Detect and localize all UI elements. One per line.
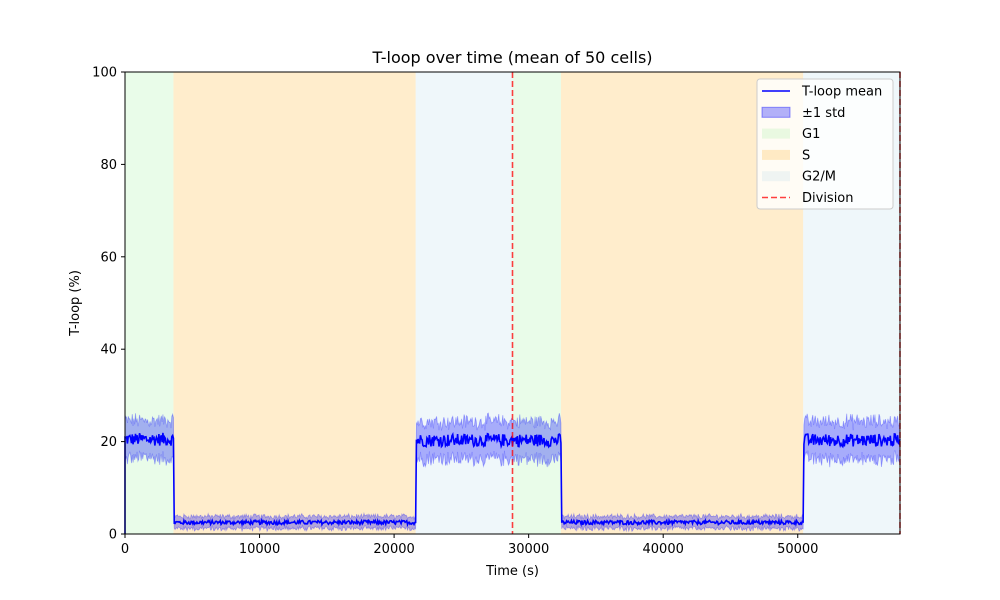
- x-tick-label: 50000: [777, 542, 818, 557]
- legend-swatch-g1: [762, 128, 790, 139]
- chart-title: T-loop over time (mean of 50 cells): [371, 48, 652, 67]
- y-tick-label: 0: [109, 528, 117, 543]
- legend-label-division: Division: [802, 191, 854, 206]
- phase-band-s-1: [173, 72, 416, 534]
- legend-swatch-s: [762, 149, 790, 160]
- legend-label-g2-m: G2/M: [802, 170, 836, 185]
- y-tick-label: 20: [100, 435, 117, 450]
- legend-swatch-g2-m: [762, 171, 790, 182]
- legend-label-g1: G1: [802, 127, 820, 142]
- plot-frame: [124, 71, 901, 535]
- legend-box: [756, 78, 894, 210]
- x-axis: 0 10000 20000 30000 40000 50000: [121, 534, 818, 557]
- legend-label-t-loop-mean: T-loop mean: [801, 85, 882, 100]
- legend-swatch-1-std: [761, 106, 791, 118]
- phase-bands: [125, 72, 900, 534]
- y-tick-label: 60: [100, 250, 117, 265]
- y-tick-label: 40: [100, 343, 117, 358]
- x-tick-label: 30000: [508, 542, 549, 557]
- legend-label-s: S: [802, 148, 810, 163]
- x-tick-label: 0: [121, 542, 129, 557]
- phase-band-g2m-2: [415, 72, 513, 534]
- phase-band-g1-0: [125, 72, 174, 534]
- x-tick-label: 10000: [239, 542, 280, 557]
- legend-label-1-std: ±1 std: [802, 106, 845, 121]
- x-tick-label: 20000: [373, 542, 414, 557]
- legend: T-loop mean ±1 std G1 S G2/M Division: [756, 78, 894, 210]
- phase-band-g1-3: [512, 72, 561, 534]
- y-tick-label: 80: [100, 158, 117, 173]
- y-axis-label: T-loop (%): [68, 270, 83, 337]
- x-tick-label: 40000: [643, 542, 684, 557]
- y-tick-label: 100: [92, 66, 117, 81]
- x-axis-label: Time (s): [485, 564, 539, 579]
- y-axis: 0 20 40 60 80 100: [92, 66, 125, 543]
